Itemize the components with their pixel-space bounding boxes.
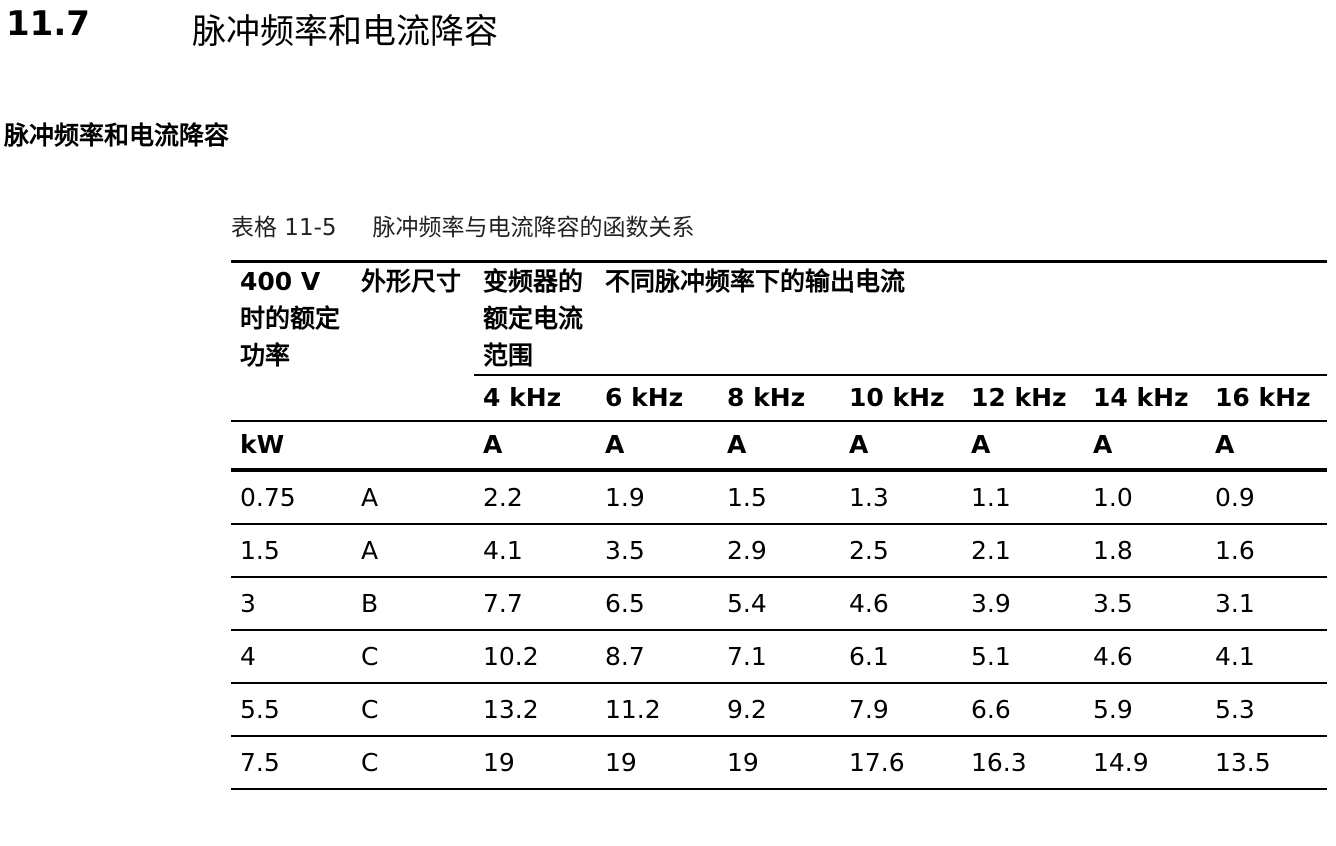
current-cell: 1.0 <box>1084 470 1206 525</box>
current-cell: 0.9 <box>1206 470 1328 525</box>
freq-header-cell: 4 kHz <box>474 374 596 421</box>
unit-current: A <box>1206 420 1328 472</box>
current-cell: 11.2 <box>596 683 718 737</box>
unit-current: A <box>1084 420 1206 472</box>
unit-row: kW A A A A A A A <box>231 420 1328 472</box>
current-cell: 4.1 <box>474 524 596 578</box>
current-cell: 7.9 <box>840 683 962 737</box>
current-cell: 5.3 <box>1206 683 1328 737</box>
unit-current: A <box>962 420 1084 472</box>
current-cell: 13.5 <box>1206 736 1328 790</box>
current-cell: 1.8 <box>1084 524 1206 578</box>
current-cell: 8.7 <box>596 630 718 684</box>
unit-current: A <box>718 420 840 472</box>
freq-header-cell: 14 kHz <box>1084 374 1206 421</box>
unit-frame <box>352 420 474 472</box>
current-cell: 4.6 <box>840 577 962 631</box>
freq-header-cell: 8 kHz <box>718 374 840 421</box>
frequency-header-row: 4 kHz 6 kHz 8 kHz 10 kHz 12 kHz 14 kHz 1… <box>231 374 1328 421</box>
table-row: 4 C 10.2 8.7 7.1 6.1 5.1 4.6 4.1 <box>231 630 1328 684</box>
current-cell: 1.3 <box>840 470 962 525</box>
frame-cell: A <box>352 524 474 578</box>
section-title: 脉冲频率和电流降容 <box>192 12 498 52</box>
header-frame-size: 外形尺寸 <box>352 260 474 421</box>
subheading: 脉冲频率和电流降容 <box>4 121 230 150</box>
power-cell: 7.5 <box>231 736 352 790</box>
unit-current: A <box>474 420 596 472</box>
header-output-current: 不同脉冲频率下的输出电流 <box>596 260 1328 375</box>
frame-cell: C <box>352 736 474 790</box>
current-cell: 5.1 <box>962 630 1084 684</box>
frame-cell: C <box>352 683 474 737</box>
current-cell: 3.5 <box>596 524 718 578</box>
current-cell: 1.9 <box>596 470 718 525</box>
power-cell: 1.5 <box>231 524 352 578</box>
table-header-row: 400 V 时的额定功率 外形尺寸 变频器的额定电流范围 不同脉冲频率下的输出电… <box>231 260 1328 421</box>
current-cell: 6.1 <box>840 630 962 684</box>
table-caption-label: 表格 11-5 <box>231 215 337 241</box>
unit-current: A <box>840 420 962 472</box>
unit-power: kW <box>231 420 352 472</box>
current-cell: 2.9 <box>718 524 840 578</box>
freq-header-cell: 10 kHz <box>840 374 962 421</box>
current-cell: 2.5 <box>840 524 962 578</box>
table-body: 0.75 A 2.2 1.9 1.5 1.3 1.1 1.0 0.9 1.5 A 4.1 3.5 2.9 2… <box>231 470 1328 790</box>
frame-cell: A <box>352 470 474 525</box>
current-cell: 1.1 <box>962 470 1084 525</box>
current-cell: 17.6 <box>840 736 962 790</box>
derating-table: 400 V 时的额定功率 外形尺寸 变频器的额定电流范围 不同脉冲频率下的输出电… <box>231 260 1328 790</box>
current-cell: 7.7 <box>474 577 596 631</box>
current-cell: 16.3 <box>962 736 1084 790</box>
table-row: 5.5 C 13.2 11.2 9.2 7.9 6.6 5.9 5.3 <box>231 683 1328 737</box>
table-caption-text: 脉冲频率与电流降容的函数关系 <box>372 215 695 241</box>
current-cell: 9.2 <box>718 683 840 737</box>
current-cell: 7.1 <box>718 630 840 684</box>
current-cell: 2.1 <box>962 524 1084 578</box>
unit-current: A <box>596 420 718 472</box>
power-cell: 0.75 <box>231 470 352 525</box>
header-rated-power: 400 V 时的额定功率 <box>231 260 352 421</box>
current-cell: 4.1 <box>1206 630 1328 684</box>
freq-header-cell: 16 kHz <box>1206 374 1328 421</box>
frame-cell: C <box>352 630 474 684</box>
current-cell: 19 <box>474 736 596 790</box>
current-cell: 6.5 <box>596 577 718 631</box>
current-cell: 2.2 <box>474 470 596 525</box>
table-row: 1.5 A 4.1 3.5 2.9 2.5 2.1 1.8 1.6 <box>231 524 1328 578</box>
current-cell: 3.1 <box>1206 577 1328 631</box>
current-cell: 3.5 <box>1084 577 1206 631</box>
table-caption: 表格 11-5 脉冲频率与电流降容的函数关系 <box>231 208 695 242</box>
power-cell: 3 <box>231 577 352 631</box>
current-cell: 5.4 <box>718 577 840 631</box>
current-cell: 3.9 <box>962 577 1084 631</box>
table-row: 3 B 7.7 6.5 5.4 4.6 3.9 3.5 3.1 <box>231 577 1328 631</box>
table-row: 7.5 C 19 19 19 17.6 16.3 14.9 13.5 <box>231 736 1328 790</box>
header-rated-current-range: 变频器的额定电流范围 <box>474 260 596 375</box>
freq-header-cell: 12 kHz <box>962 374 1084 421</box>
current-cell: 6.6 <box>962 683 1084 737</box>
table-row: 0.75 A 2.2 1.9 1.5 1.3 1.1 1.0 0.9 <box>231 470 1328 525</box>
current-cell: 13.2 <box>474 683 596 737</box>
section-number: 11.7 <box>6 4 90 44</box>
current-cell: 19 <box>596 736 718 790</box>
power-cell: 4 <box>231 630 352 684</box>
current-cell: 1.5 <box>718 470 840 525</box>
power-cell: 5.5 <box>231 683 352 737</box>
current-cell: 4.6 <box>1084 630 1206 684</box>
current-cell: 5.9 <box>1084 683 1206 737</box>
freq-header-cell: 6 kHz <box>596 374 718 421</box>
frame-cell: B <box>352 577 474 631</box>
current-cell: 14.9 <box>1084 736 1206 790</box>
current-cell: 10.2 <box>474 630 596 684</box>
current-cell: 1.6 <box>1206 524 1328 578</box>
current-cell: 19 <box>718 736 840 790</box>
